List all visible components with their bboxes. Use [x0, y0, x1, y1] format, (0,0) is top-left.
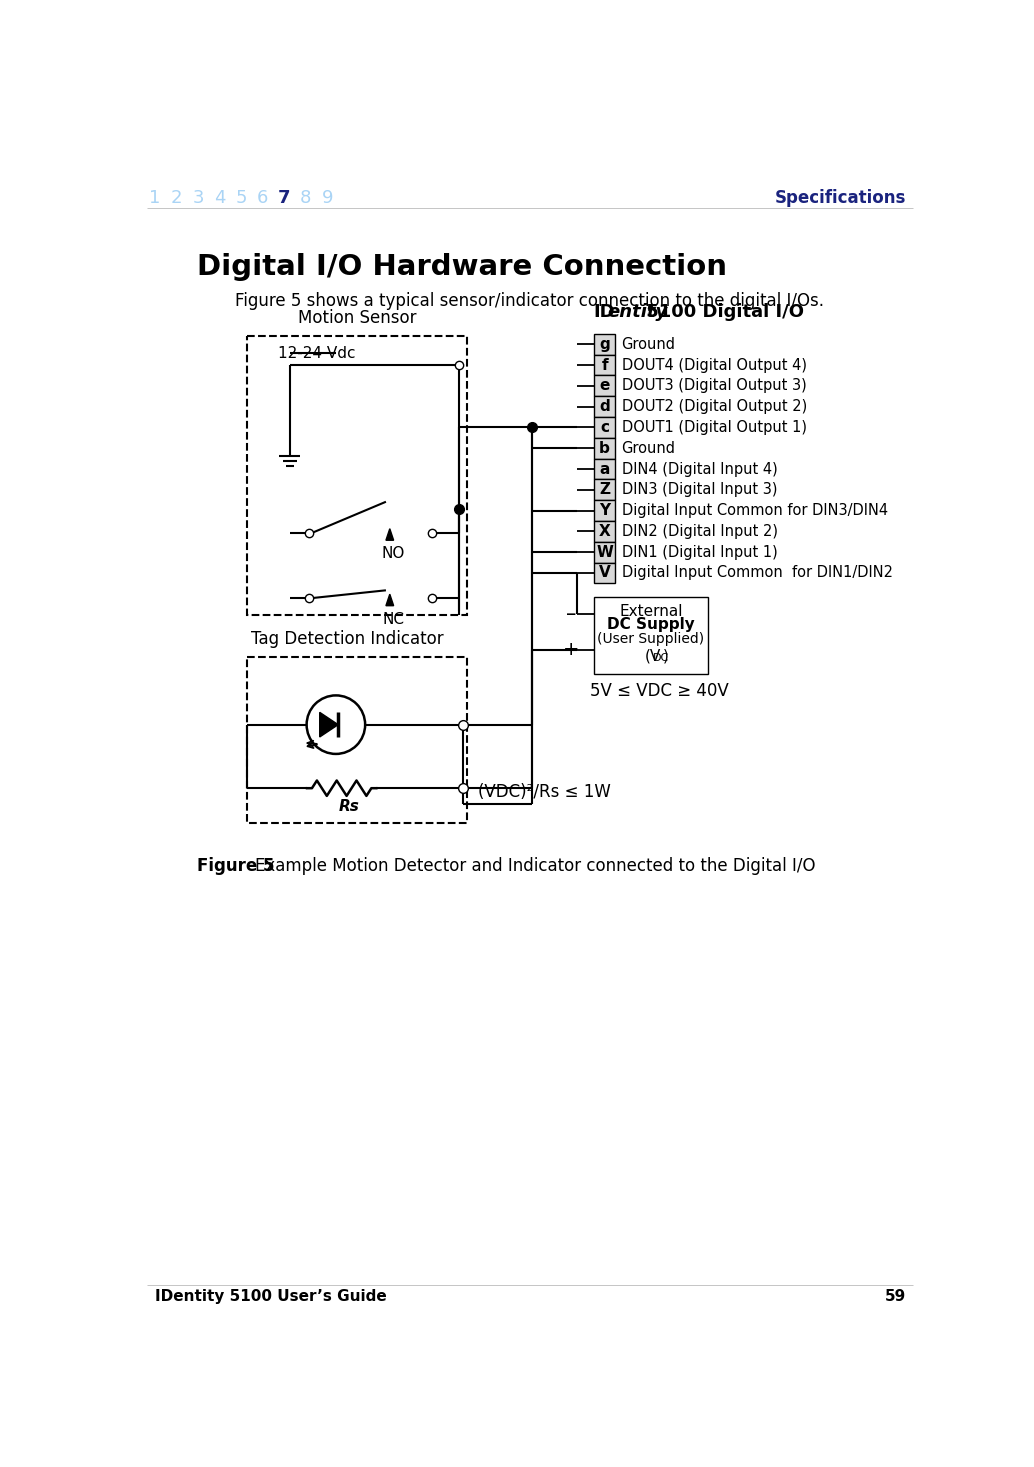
Text: Rs: Rs: [339, 800, 360, 814]
Text: c: c: [600, 420, 609, 434]
Text: Tag Detection Indicator: Tag Detection Indicator: [251, 629, 444, 648]
Text: Digital I/O Hardware Connection: Digital I/O Hardware Connection: [197, 252, 727, 282]
Bar: [594, 396, 615, 417]
Text: Figure 5: Figure 5: [197, 858, 275, 876]
Text: Y: Y: [599, 503, 610, 518]
Text: Figure 5 shows a typical sensor/indicator connection to the digital I/Os.: Figure 5 shows a typical sensor/indicato…: [236, 292, 824, 310]
Bar: [247, 336, 466, 615]
Bar: [594, 437, 615, 459]
Text: Motion Sensor: Motion Sensor: [298, 310, 417, 327]
Text: 5V ≤ VDC ≥ 40V: 5V ≤ VDC ≥ 40V: [590, 682, 729, 700]
Text: W: W: [597, 544, 613, 560]
Text: 59: 59: [884, 1289, 906, 1304]
Text: IDentity 5100 User’s Guide: IDentity 5100 User’s Guide: [155, 1289, 387, 1304]
Text: 1: 1: [149, 189, 160, 207]
Text: DOUT1 (Digital Output 1): DOUT1 (Digital Output 1): [621, 420, 807, 434]
Bar: [594, 480, 615, 500]
Text: (User Supplied): (User Supplied): [598, 632, 704, 645]
Text: 2: 2: [171, 189, 182, 207]
Text: g: g: [600, 337, 610, 352]
Text: Digital Input Common for DIN3/DIN4: Digital Input Common for DIN3/DIN4: [621, 503, 887, 518]
Text: 3: 3: [192, 189, 204, 207]
Text: DOUT3 (Digital Output 3): DOUT3 (Digital Output 3): [621, 378, 807, 393]
Text: ): ): [663, 648, 669, 663]
Bar: [594, 521, 615, 541]
Text: (VDC)²/Rs ≤ 1W: (VDC)²/Rs ≤ 1W: [479, 783, 611, 801]
Polygon shape: [386, 528, 394, 540]
Bar: [594, 597, 708, 675]
Text: b: b: [599, 440, 610, 456]
Text: DIN3 (Digital Input 3): DIN3 (Digital Input 3): [621, 483, 778, 497]
Text: DIN1 (Digital Input 1): DIN1 (Digital Input 1): [621, 544, 778, 560]
Text: Z: Z: [599, 483, 610, 497]
Text: e: e: [600, 378, 610, 393]
Text: 5: 5: [236, 189, 247, 207]
Bar: [594, 541, 615, 562]
Text: 5100 Digital I/O: 5100 Digital I/O: [640, 302, 804, 321]
Text: 4: 4: [214, 189, 225, 207]
Text: 8: 8: [300, 189, 311, 207]
Text: 7: 7: [278, 189, 291, 207]
Polygon shape: [320, 713, 338, 736]
Text: d: d: [600, 399, 610, 414]
Bar: [594, 500, 615, 521]
Bar: [594, 376, 615, 396]
Text: NC: NC: [383, 612, 404, 626]
Bar: [594, 334, 615, 355]
Text: NO: NO: [382, 546, 405, 562]
Bar: [594, 417, 615, 437]
Text: DIN4 (Digital Input 4): DIN4 (Digital Input 4): [621, 462, 778, 477]
Text: +: +: [562, 640, 579, 659]
Text: entity: entity: [608, 302, 668, 321]
Text: DC Supply: DC Supply: [607, 618, 695, 632]
Text: Specifications: Specifications: [774, 189, 906, 207]
Text: Example Motion Detector and Indicator connected to the Digital I/O: Example Motion Detector and Indicator co…: [255, 858, 816, 876]
Text: Ground: Ground: [621, 440, 675, 456]
Text: V: V: [599, 565, 610, 581]
Text: (V: (V: [644, 648, 661, 663]
Text: Digital Input Common  for DIN1/DIN2: Digital Input Common for DIN1/DIN2: [621, 565, 892, 581]
Text: ID: ID: [594, 302, 615, 321]
Text: a: a: [600, 462, 610, 477]
Bar: [594, 562, 615, 584]
Bar: [247, 657, 466, 823]
Text: –: –: [566, 604, 576, 623]
Text: 12-24 Vdc: 12-24 Vdc: [278, 346, 356, 361]
Text: DOUT4 (Digital Output 4): DOUT4 (Digital Output 4): [621, 358, 807, 373]
Text: 6: 6: [257, 189, 269, 207]
Text: DIN2 (Digital Input 2): DIN2 (Digital Input 2): [621, 524, 778, 538]
Bar: [594, 355, 615, 376]
Text: X: X: [599, 524, 610, 538]
Text: DOUT2 (Digital Output 2): DOUT2 (Digital Output 2): [621, 399, 807, 414]
Text: 9: 9: [322, 189, 333, 207]
Bar: [594, 459, 615, 480]
Polygon shape: [386, 594, 394, 606]
Text: Ground: Ground: [621, 337, 675, 352]
Text: f: f: [602, 358, 608, 373]
Text: External: External: [619, 603, 682, 619]
Text: DC: DC: [653, 653, 669, 663]
